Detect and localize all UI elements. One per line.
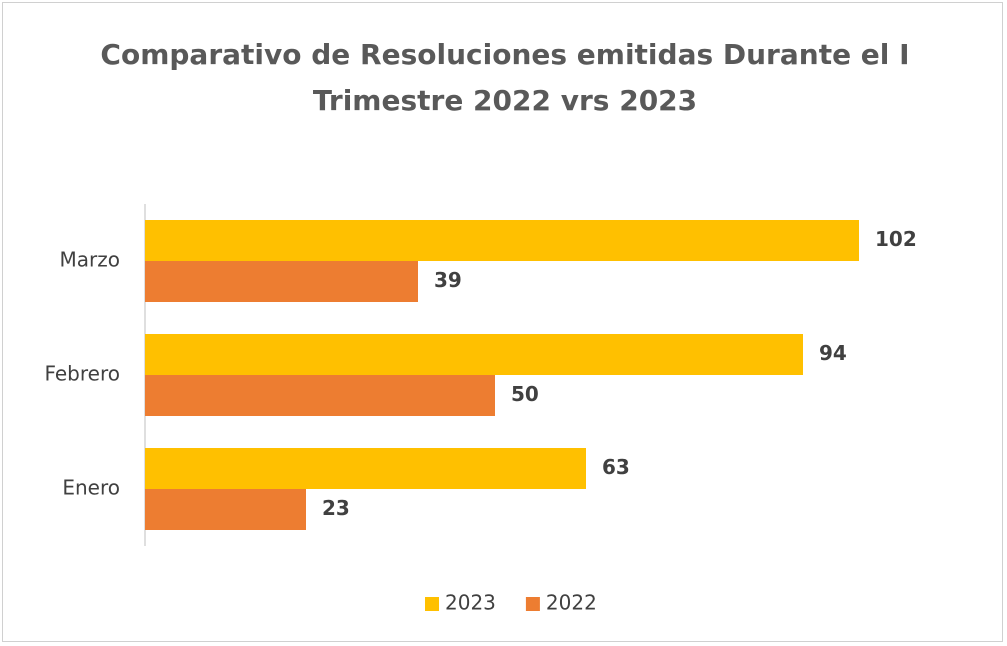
y-tick-label: Enero — [62, 476, 120, 500]
value-label: 102 — [875, 227, 917, 251]
value-label: 50 — [511, 382, 539, 406]
bar — [145, 448, 586, 489]
y-tick-label: Febrero — [44, 362, 120, 386]
bar — [145, 375, 495, 416]
bar — [145, 220, 859, 261]
value-label: 94 — [819, 341, 847, 365]
y-tick-label: Marzo — [60, 248, 120, 272]
legend-swatch — [525, 597, 540, 611]
bar — [145, 261, 418, 302]
value-label: 23 — [322, 496, 350, 520]
bar — [145, 334, 803, 375]
chart-title: Comparativo de Resoluciones emitidas Dur… — [100, 38, 910, 117]
value-label: 63 — [602, 455, 630, 479]
legend-swatch — [425, 597, 439, 611]
bar — [145, 489, 306, 530]
legend-label: 2023 — [445, 591, 496, 615]
legend-label: 2022 — [546, 591, 597, 615]
value-label: 39 — [434, 268, 462, 292]
